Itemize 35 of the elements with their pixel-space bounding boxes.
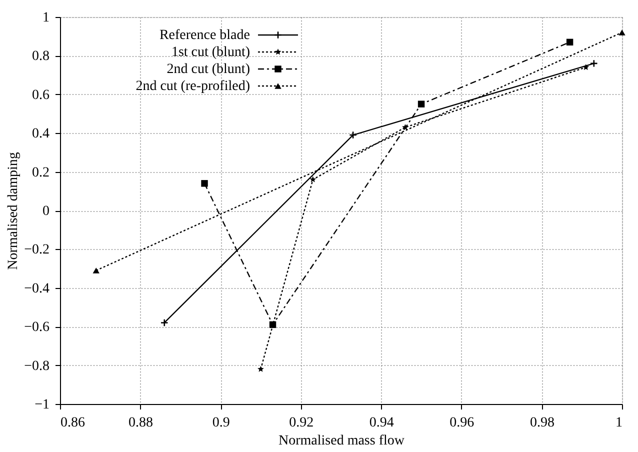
legend-label: 1st cut (blunt) [171, 45, 250, 60]
x-tick-label: 0.86 [60, 416, 85, 430]
point [160, 318, 168, 327]
point [201, 180, 208, 187]
x-tick-label: 0.92 [289, 416, 314, 430]
y-tick-label: 1 [42, 10, 50, 26]
legend-label: 2nd cut (re-profiled) [136, 79, 250, 94]
point [566, 38, 574, 46]
point [269, 321, 276, 328]
point [349, 131, 358, 140]
y-tick-label: −0.4 [24, 281, 50, 296]
x-tick-label: 0.9 [212, 416, 230, 430]
y-tick-label: 0 [42, 204, 50, 219]
x-tick-label: 0.94 [369, 416, 394, 430]
y-tick-label: 0.4 [32, 126, 50, 142]
y-axis-title: Normalised damping [6, 152, 22, 270]
x-tick-label: 0.96 [450, 416, 474, 430]
x-tick-label: 0.88 [128, 416, 154, 430]
y-tick-label: −1 [34, 398, 50, 412]
legend-label: 2nd cut (blunt) [166, 62, 250, 77]
y-tick-label: −0.6 [24, 320, 50, 336]
x-tick-label: 0.98 [530, 416, 554, 430]
y-tick-label: 0.8 [32, 49, 50, 64]
point [582, 64, 590, 70]
y-tick-label: −0.8 [24, 358, 50, 374]
point [418, 100, 425, 108]
point [590, 59, 598, 68]
x-tick-label: 1 [616, 416, 622, 430]
y-tick-label: 0.6 [32, 88, 50, 103]
point [258, 366, 264, 372]
y-tick-label: −0.2 [24, 242, 50, 258]
point [310, 176, 316, 182]
legend-label: Reference blade [159, 28, 250, 43]
y-tick-label: 0.2 [32, 165, 50, 180]
x-axis-title: Normalised mass flow [278, 434, 406, 448]
